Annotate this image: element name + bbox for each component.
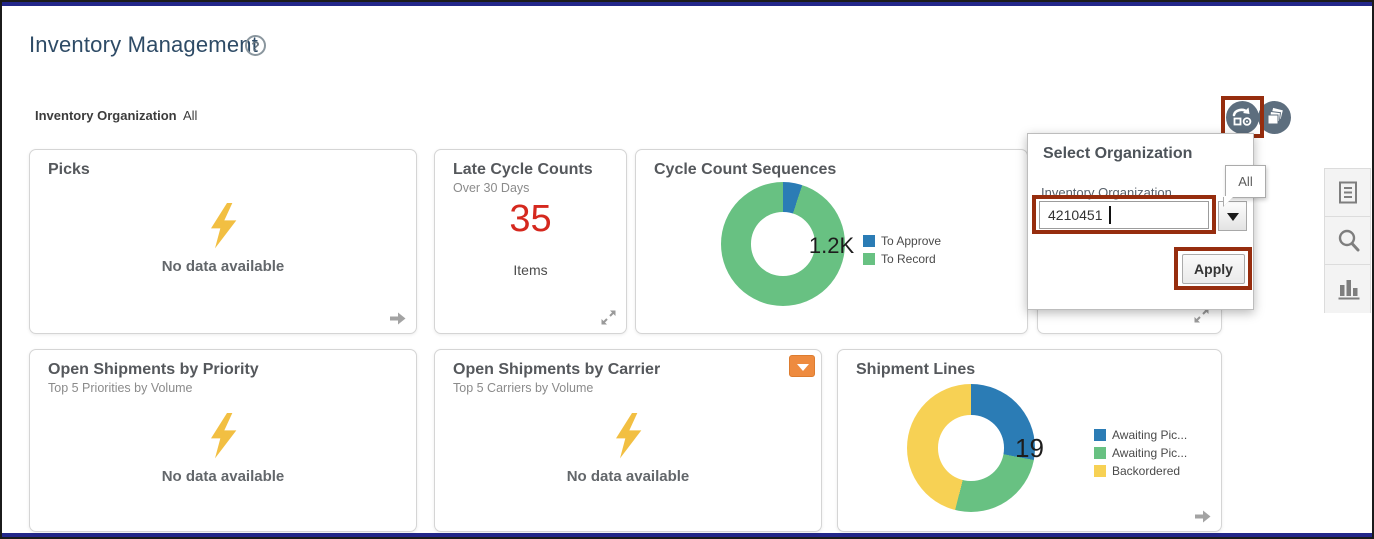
arrow-right-icon[interactable] xyxy=(1194,510,1211,523)
chevron-down-icon xyxy=(797,364,809,371)
text-caret xyxy=(1109,206,1111,224)
bar-chart-icon xyxy=(1338,280,1360,300)
legend-swatch xyxy=(1094,447,1106,459)
lightning-bolt-icon xyxy=(211,413,237,459)
donut-center-label: 19 xyxy=(1015,433,1044,463)
legend-label: To Approve xyxy=(881,234,942,248)
card-title: Picks xyxy=(48,161,90,178)
bottom-accent-bar xyxy=(2,533,1372,537)
expand-icon[interactable] xyxy=(1194,308,1209,323)
card-picks: Picks No data available xyxy=(29,149,417,334)
card-title: Open Shipments by Carrier xyxy=(453,361,661,378)
no-data-text: No data available xyxy=(161,258,285,275)
shipment-lines-donut-chart[interactable] xyxy=(907,384,1035,512)
apply-button[interactable]: Apply xyxy=(1182,254,1245,284)
legend-swatch xyxy=(1094,465,1106,477)
no-data-state: No data available xyxy=(30,202,416,275)
legend-item: To Approve xyxy=(863,234,941,248)
chevron-down-icon xyxy=(1227,213,1239,221)
tooltip-label: All xyxy=(1238,174,1253,189)
legend-swatch xyxy=(863,235,875,247)
legend-item: Awaiting Pic... xyxy=(1094,428,1187,442)
card-subtitle: Over 30 Days xyxy=(453,181,530,195)
legend-label: To Record xyxy=(881,252,936,266)
document-list-icon xyxy=(1339,181,1357,204)
popup-title: Select Organization xyxy=(1043,145,1193,162)
autocomplete-tooltip[interactable]: All xyxy=(1224,165,1266,206)
donut-center-label: 1.2K xyxy=(808,233,855,258)
tooltip-pointer xyxy=(1224,196,1234,206)
card-cycle-count-sequences: Cycle Count Sequences 1.2K To Approve To… xyxy=(635,149,1028,334)
page-title: Inventory Management xyxy=(29,32,259,57)
card-menu-button[interactable] xyxy=(789,355,815,377)
rail-document-button[interactable] xyxy=(1325,169,1370,217)
rail-search-button[interactable] xyxy=(1325,217,1370,265)
side-rail xyxy=(1324,168,1371,313)
legend-item: Backordered xyxy=(1094,464,1187,478)
legend-label: Awaiting Pic... xyxy=(1112,446,1188,460)
refresh-view-button[interactable] xyxy=(1226,101,1259,134)
chart-legend: Awaiting Pic... Awaiting Pic... Backorde… xyxy=(1094,428,1187,482)
expand-icon[interactable] xyxy=(601,310,616,325)
cycle-count-donut-chart[interactable] xyxy=(721,182,845,306)
stacked-pages-icon xyxy=(1267,107,1283,125)
card-title: Late Cycle Counts xyxy=(453,161,593,178)
card-open-shipments-priority: Open Shipments by Priority Top 5 Priorit… xyxy=(29,349,417,532)
no-data-text: No data available xyxy=(161,468,285,485)
card-subtitle: Top 5 Carriers by Volume xyxy=(453,381,594,395)
metric-value: 35 xyxy=(509,198,552,240)
lightning-bolt-icon xyxy=(616,413,642,459)
no-data-state: No data available xyxy=(30,412,416,485)
card-title: Open Shipments by Priority xyxy=(48,361,259,378)
legend-item: Awaiting Pic... xyxy=(1094,446,1187,460)
card-title: Shipment Lines xyxy=(856,361,976,378)
card-late-cycle-counts: Late Cycle Counts Over 30 Days 35 Items xyxy=(434,149,627,334)
legend-label: Backordered xyxy=(1112,464,1181,478)
annotation-box-input xyxy=(1032,195,1216,234)
card-open-shipments-carrier: Open Shipments by Carrier Top 5 Carriers… xyxy=(434,349,822,532)
legend-label: Awaiting Pic... xyxy=(1112,428,1188,442)
card-shipment-lines: Shipment Lines 19 Awaiting Pic... Awaiti… xyxy=(837,349,1222,532)
no-data-text: No data available xyxy=(566,468,690,485)
inventory-organization-value: All xyxy=(183,108,198,123)
legend-swatch xyxy=(863,253,875,265)
rail-bar-chart-button[interactable] xyxy=(1325,265,1370,313)
card-title: Cycle Count Sequences xyxy=(654,161,837,178)
chart-legend: To Approve To Record xyxy=(863,234,941,270)
card-subtitle: Top 5 Priorities by Volume xyxy=(48,381,193,395)
inventory-organization-label: Inventory Organization xyxy=(35,108,177,123)
legend-swatch xyxy=(1094,429,1106,441)
annotation-box-apply xyxy=(1174,247,1252,290)
search-icon xyxy=(1338,229,1360,252)
arrow-right-icon[interactable] xyxy=(389,312,406,325)
metric-unit: Items xyxy=(513,262,548,278)
no-data-state: No data available xyxy=(435,412,821,485)
lightning-bolt-icon xyxy=(211,203,237,249)
refresh-view-icon xyxy=(1232,107,1252,126)
top-accent-bar xyxy=(2,2,1372,6)
help-icon[interactable]: ? xyxy=(245,35,266,56)
legend-item: To Record xyxy=(863,252,941,266)
inventory-organization-input[interactable] xyxy=(1039,201,1209,229)
annotation-box-toolbar xyxy=(1221,96,1264,138)
